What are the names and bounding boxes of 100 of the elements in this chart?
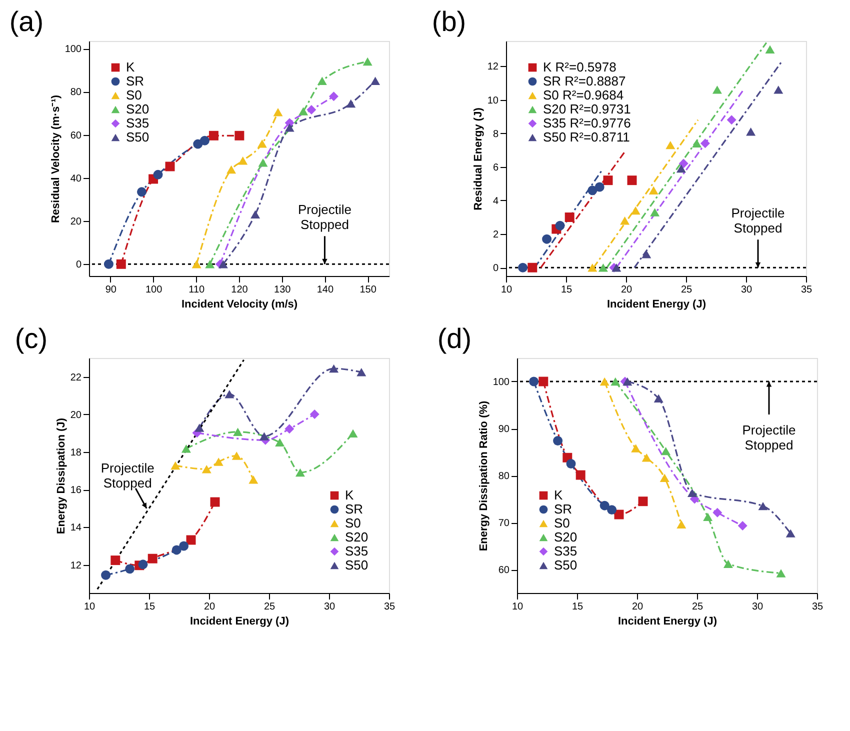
point (723, 560, 733, 568)
legend-label: S35 R²=0.9776 (543, 116, 631, 130)
x-axis-title: Incident Energy (J) (606, 298, 706, 310)
point (542, 234, 552, 244)
point (250, 210, 260, 218)
point (661, 446, 671, 456)
point (356, 368, 366, 376)
point (214, 458, 224, 466)
legend-label: K (126, 60, 135, 74)
point (172, 545, 182, 555)
x-tick-label: 20 (204, 602, 216, 612)
point (642, 454, 652, 462)
point (676, 520, 686, 528)
point (179, 541, 189, 551)
point (588, 264, 598, 272)
point (631, 444, 641, 452)
point (125, 564, 135, 574)
point (774, 86, 784, 94)
point (218, 260, 228, 268)
y-tick-label: 80 (498, 471, 510, 482)
legend-label: SR (554, 502, 572, 516)
point (273, 108, 283, 116)
legend-label: S20 (554, 530, 578, 544)
point (726, 115, 736, 125)
x-tick-label: 35 (384, 602, 396, 612)
x-tick-label: 30 (740, 284, 752, 296)
x-axis-title: Incident Energy (J) (618, 616, 718, 628)
y-tick-label: 90 (498, 424, 510, 435)
point (564, 212, 574, 222)
y-tick-label: 12 (70, 560, 82, 572)
point (170, 461, 180, 470)
x-tick-label: 35 (812, 602, 824, 612)
point (638, 496, 648, 506)
y-tick-label: 0 (492, 263, 499, 274)
point (310, 409, 320, 419)
point (712, 86, 722, 94)
point (200, 136, 210, 146)
point (346, 99, 356, 108)
point (528, 262, 538, 272)
legend-label: S20 (126, 102, 150, 116)
legend-label: S0 (126, 88, 142, 102)
y-tick-label: 100 (64, 44, 82, 56)
legend-label: K R²=0.5978 (543, 60, 616, 74)
legend-label: K (345, 488, 354, 502)
point (136, 187, 146, 197)
point (765, 45, 775, 54)
point (165, 162, 175, 172)
y-tick-label: 8 (492, 128, 499, 140)
annotation: Projectile Stopped (742, 422, 796, 452)
point (687, 488, 697, 497)
x-tick-label: 10 (84, 602, 96, 612)
point (594, 182, 604, 192)
y-tick-label: 12 (487, 62, 499, 73)
point (700, 138, 710, 148)
point (284, 424, 294, 434)
y-tick-label: 22 (70, 372, 82, 384)
x-tick-label: 100 (145, 284, 163, 296)
point (317, 76, 327, 85)
y-tick-label: 40 (70, 173, 82, 184)
point (234, 130, 244, 140)
x-tick-label: 150 (360, 284, 377, 296)
legend-label: S0 (345, 516, 361, 530)
point (233, 428, 243, 436)
x-tick-label: 140 (316, 284, 334, 296)
point (362, 57, 372, 66)
legend-label: S50 (554, 558, 578, 572)
x-tick-label: 20 (620, 284, 632, 296)
point (576, 470, 586, 480)
chart-title: (d) (437, 323, 472, 354)
x-axis-title: Incident Velocity (m/s) (181, 298, 298, 310)
point (612, 264, 622, 272)
point (776, 569, 786, 578)
chart-title: (b) (432, 6, 466, 37)
point (348, 429, 358, 438)
point (275, 438, 285, 447)
x-tick-label: 25 (692, 602, 704, 612)
y-tick-label: 60 (70, 130, 82, 142)
point (148, 554, 158, 564)
point (224, 390, 234, 398)
point (518, 262, 528, 272)
point (622, 377, 632, 386)
point (116, 259, 126, 269)
x-tick-label: 120 (231, 284, 248, 296)
y-tick-label: 6 (492, 162, 499, 174)
point (194, 424, 204, 432)
legend-label: S50 R²=0.8711 (543, 130, 630, 144)
point (208, 130, 218, 140)
point (703, 512, 713, 521)
y-tick-label: 70 (498, 518, 510, 529)
y-tick-label: 16 (70, 485, 82, 496)
point (666, 140, 676, 150)
y-axis-title: Energy Dissipation Ratio (%) (478, 400, 490, 552)
chart-title: (c) (14, 323, 48, 354)
point (104, 259, 114, 269)
point (186, 535, 196, 545)
point (786, 529, 796, 538)
point (588, 186, 598, 196)
point (627, 176, 637, 186)
point (598, 264, 608, 272)
annotation: Projectile Stopped (298, 202, 352, 232)
